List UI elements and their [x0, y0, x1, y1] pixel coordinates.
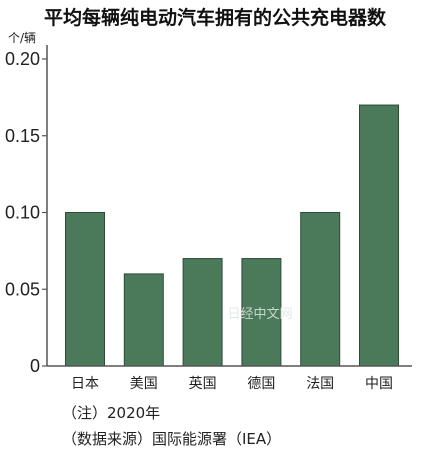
- category-label: 美国: [130, 376, 158, 392]
- y-axis-ticks: 0 0.05 0.10 0.15 0.20: [5, 49, 47, 376]
- category-label: 英国: [189, 375, 217, 392]
- y-axis-unit-label: 个/辆: [8, 31, 36, 45]
- category-label: 日本: [71, 376, 99, 392]
- note-year: （注）2020年: [62, 404, 160, 422]
- y-tick-label: 0.20: [5, 49, 40, 69]
- category-label: 德国: [247, 376, 275, 392]
- bar-2: [182, 258, 223, 367]
- y-tick-label: 0.05: [5, 279, 40, 299]
- y-tick-label: 0: [30, 356, 40, 376]
- category-label: 法国: [306, 376, 334, 392]
- category-label: 中国: [365, 376, 393, 392]
- bar-1: [123, 273, 164, 367]
- bars: [65, 104, 399, 367]
- y-tick-label: 0.10: [5, 203, 40, 223]
- chart-title: 平均每辆纯电动汽车拥有的公共充电器数: [44, 6, 387, 29]
- watermark: 日经中文网: [227, 307, 292, 322]
- bar-4: [300, 212, 341, 367]
- x-axis-categories: 日本 美国 英国 德国 法国 中国: [71, 375, 393, 392]
- note-source: （数据来源）国际能源署（IEA）: [62, 430, 281, 448]
- y-tick-label: 0.15: [5, 126, 40, 146]
- bar-0: [65, 212, 105, 367]
- bar-3: [241, 258, 282, 367]
- bar-5: [359, 104, 399, 367]
